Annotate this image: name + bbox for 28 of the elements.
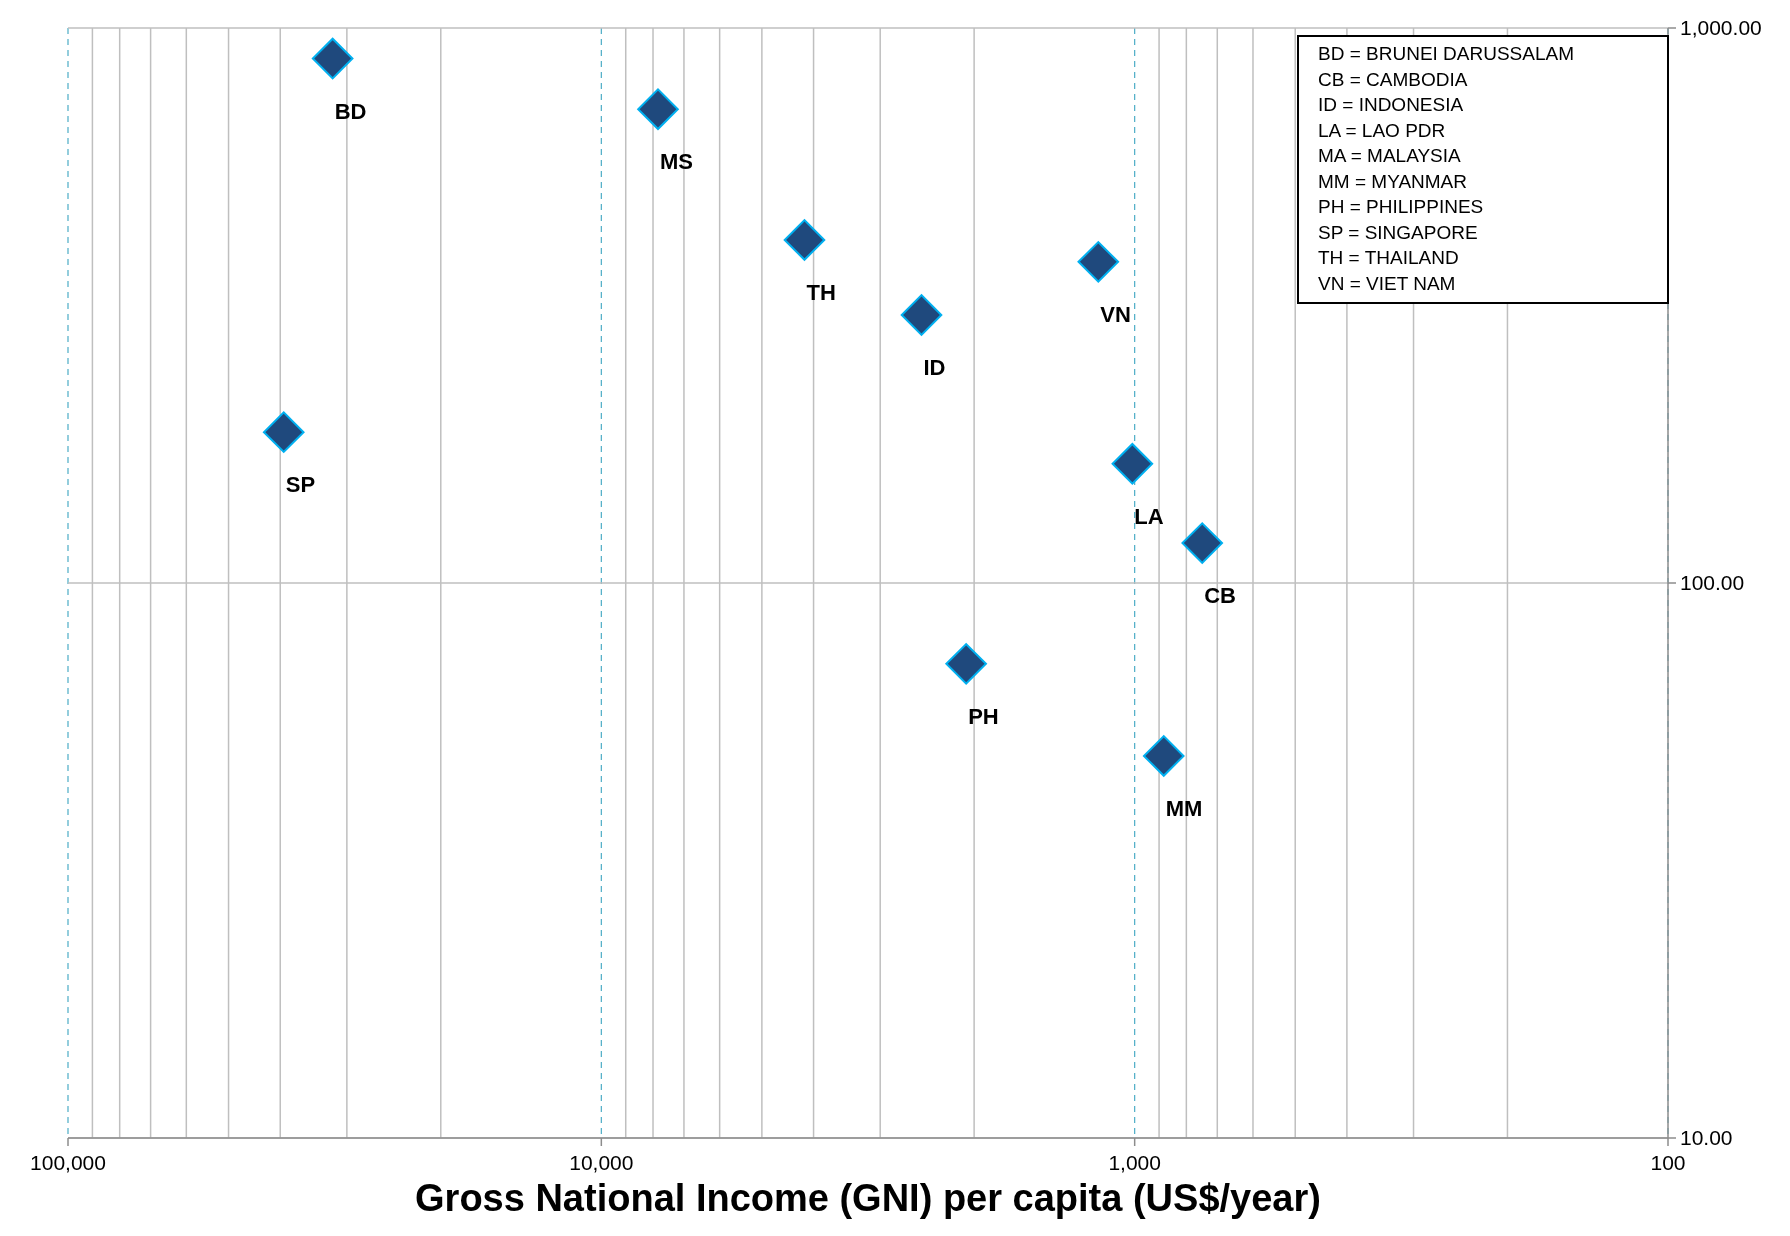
series-label: ID xyxy=(923,355,946,381)
annotation: SP = SINGAPORE xyxy=(1318,221,1478,243)
x-tick-label: 100 xyxy=(1650,1151,1686,1174)
annotation: VN = VIET NAM xyxy=(1318,272,1456,294)
y-tick-label: 100.00 xyxy=(1680,571,1745,594)
series-label: VN xyxy=(1100,301,1131,327)
annotation: LA = LAO PDR xyxy=(1318,119,1446,141)
series-label: MM xyxy=(1165,795,1203,821)
series-label: MS xyxy=(659,149,693,175)
x-tick-label: 10,000 xyxy=(569,1151,634,1174)
series-label: TH xyxy=(806,279,836,305)
x-tick-label: 100,000 xyxy=(30,1151,106,1174)
series-label: BD xyxy=(334,98,367,124)
annotation: MM = MYANMAR xyxy=(1318,170,1468,192)
annotation: CB = CAMBODIA xyxy=(1318,68,1468,90)
x-tick-label: 1,000 xyxy=(1108,1151,1161,1174)
annotation: PH = PHILIPPINES xyxy=(1318,196,1484,217)
annotation: BD = BRUNEI DARUSSALAM xyxy=(1318,43,1575,64)
y-tick-label: 10.00 xyxy=(1680,1126,1733,1149)
annotation: ID = INDONESIA xyxy=(1318,94,1464,115)
series-label: CB xyxy=(1204,583,1237,609)
series-label: SP xyxy=(285,472,316,498)
annotation: MA = MALAYSIA xyxy=(1318,145,1462,166)
annotation: TH = THAILAND xyxy=(1318,247,1459,268)
series-label: PH xyxy=(968,703,999,729)
y-tick-label: 1,000.00 xyxy=(1680,16,1762,39)
series-label: LA xyxy=(1134,503,1164,529)
x-axis-title: Gross National Income (GNI) per capita (US$/year) xyxy=(415,1177,1321,1219)
